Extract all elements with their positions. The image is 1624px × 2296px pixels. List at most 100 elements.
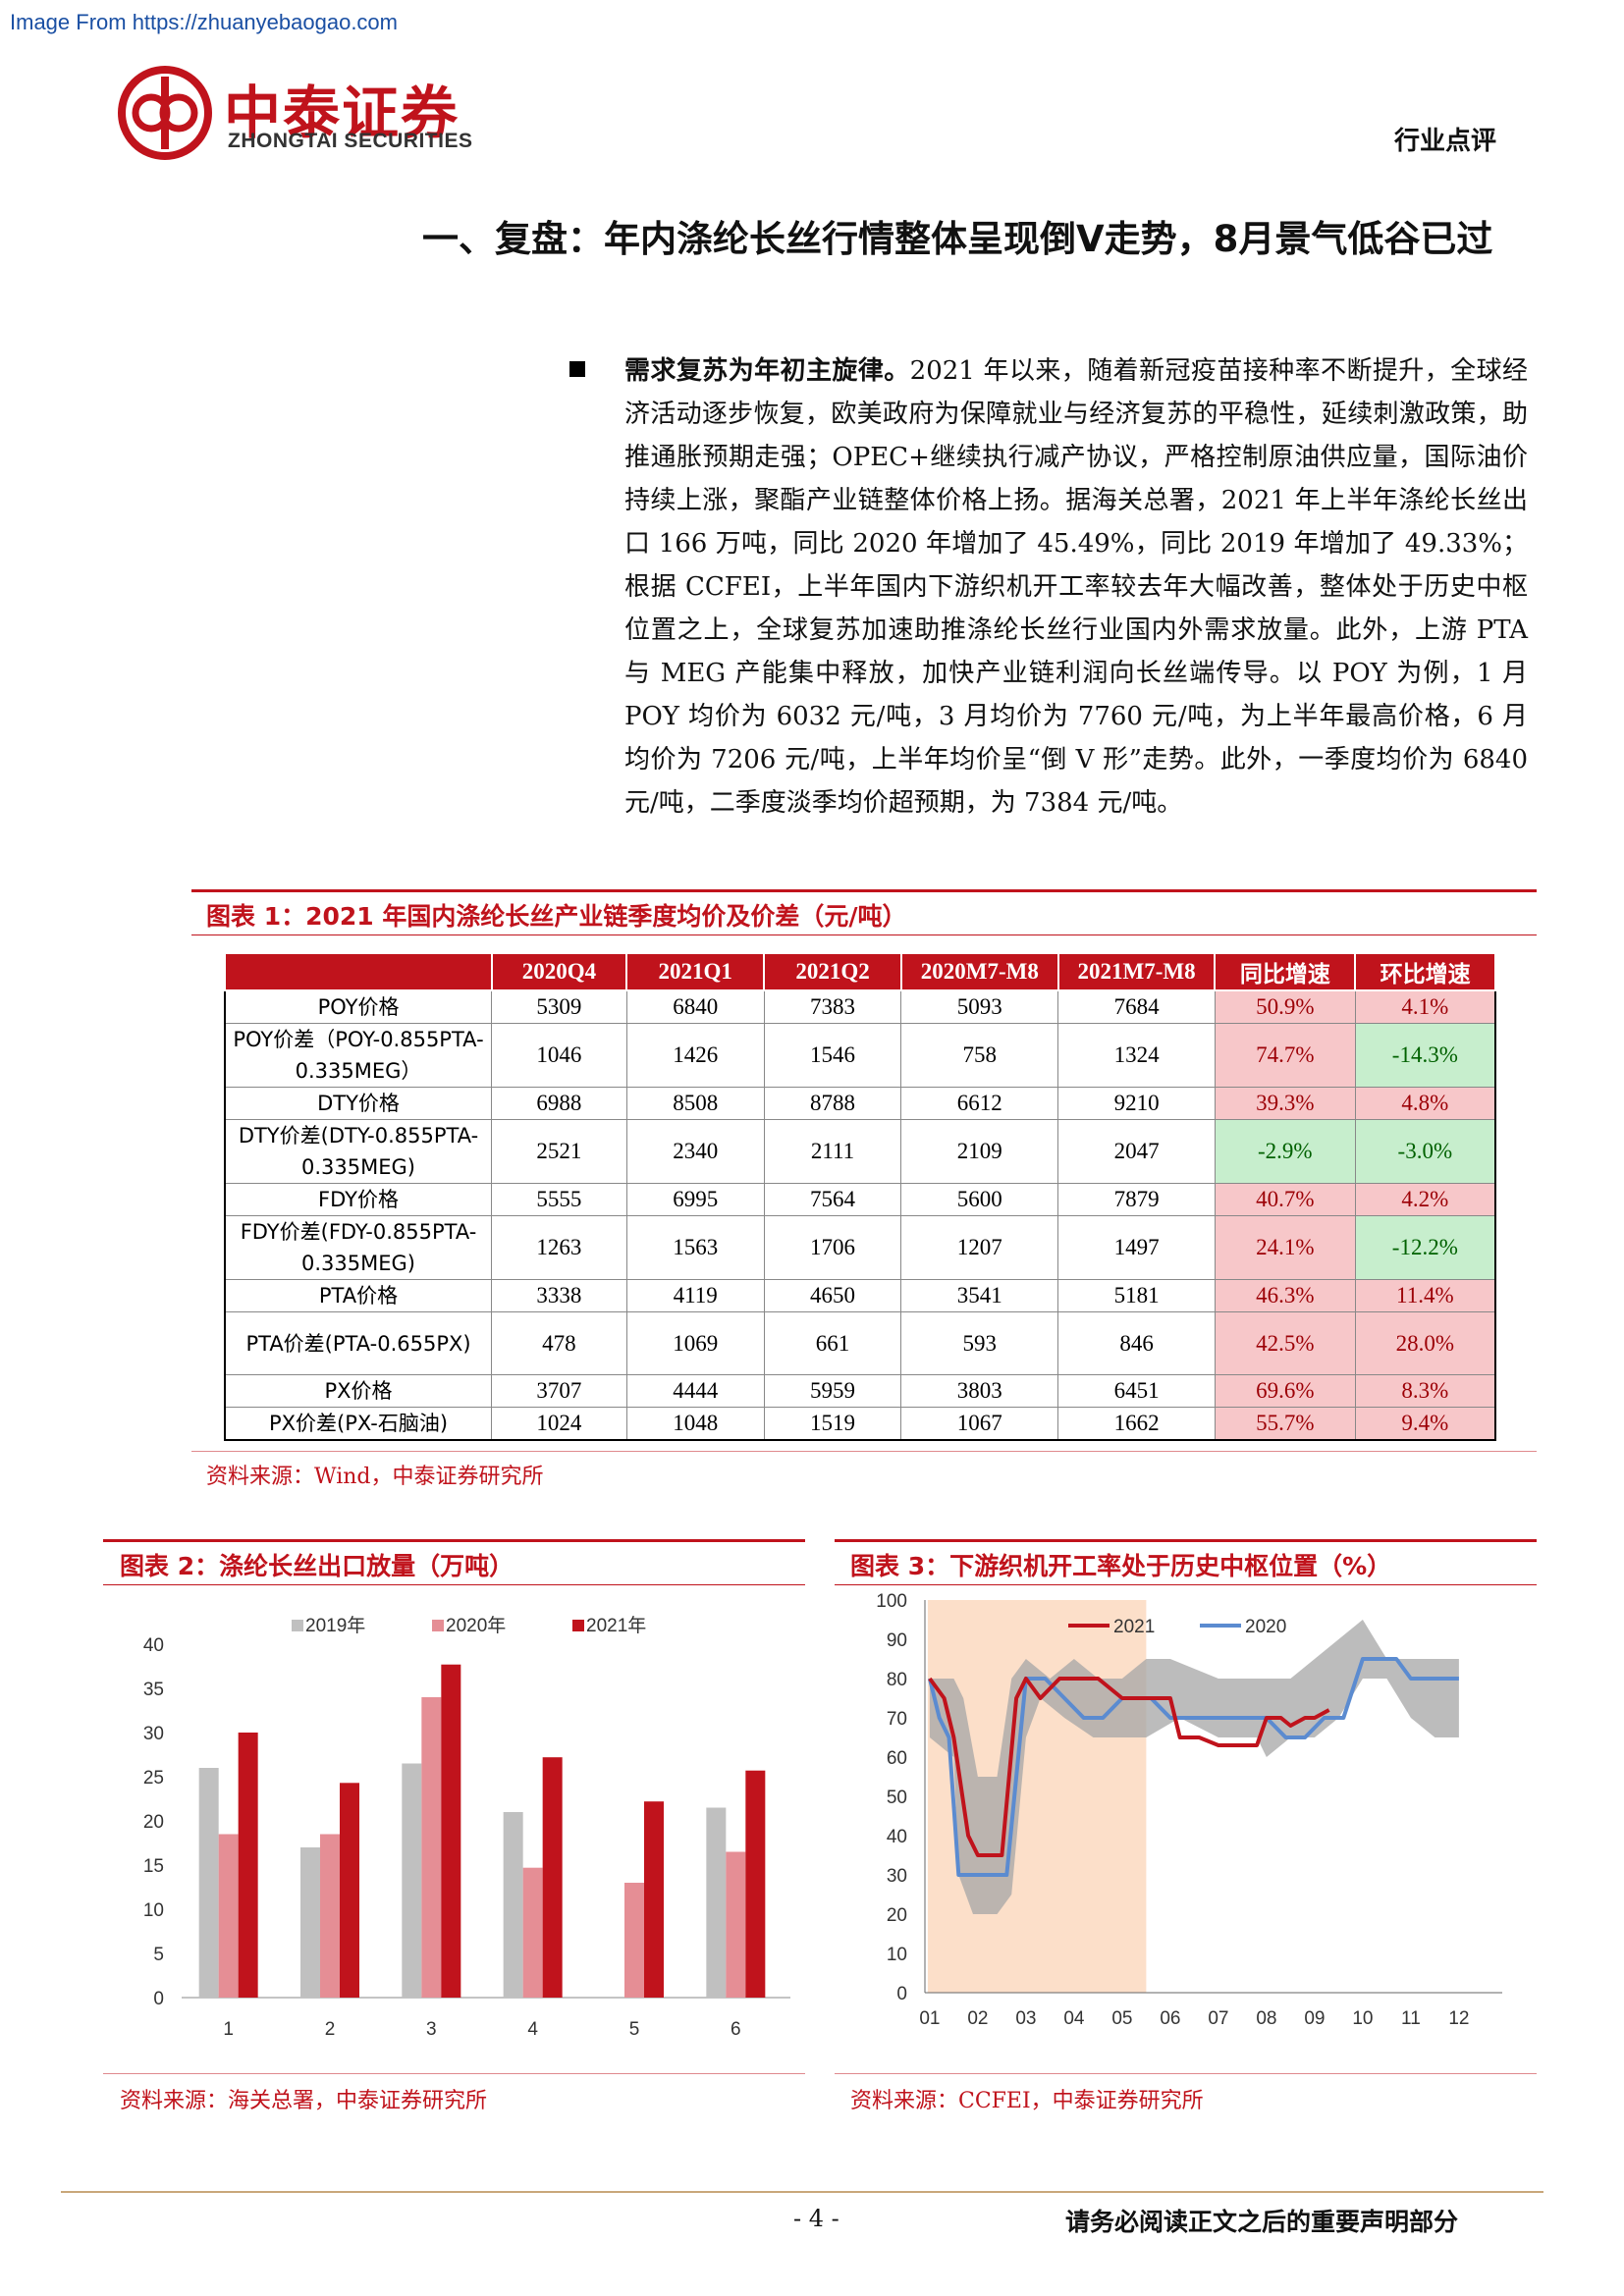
legend-swatch — [432, 1620, 444, 1631]
series-line-2020 — [927, 1657, 1459, 1877]
table-cell: 1048 — [625, 1407, 765, 1441]
x-tick-label: 2 — [325, 2019, 336, 2040]
table-cell: 1706 — [763, 1215, 902, 1280]
x-tick-label: 5 — [629, 2019, 640, 2040]
table-cell: 661 — [763, 1311, 902, 1375]
figure1-title-rule — [191, 934, 1537, 935]
bar-2020年 — [624, 1883, 644, 1998]
table-cell: 593 — [900, 1311, 1059, 1375]
table-cell: 50.9% — [1214, 989, 1356, 1024]
figure1-title: 图表 1：2021 年国内涤纶长丝产业链季度均价及价差（元/吨） — [206, 902, 907, 931]
table-cell: 7564 — [763, 1183, 902, 1216]
legend-swatch — [292, 1620, 303, 1631]
table-cell: 1662 — [1057, 1407, 1216, 1441]
table-cell: 1067 — [900, 1407, 1059, 1441]
figure1-top-rule — [191, 889, 1537, 892]
series-line-2021 — [928, 1677, 1330, 1857]
table-cell: 1024 — [491, 1407, 627, 1441]
table-cell: 3803 — [900, 1374, 1059, 1408]
bar-2019年 — [300, 1847, 320, 1998]
table-cell: 39.3% — [1214, 1087, 1356, 1120]
disclaimer-text: 请务必阅读正文之后的重要声明部分 — [1065, 2208, 1459, 2236]
y-tick-label: 60 — [887, 1748, 907, 1769]
figure1-source-rule — [191, 1451, 1537, 1452]
table-cell: -14.3% — [1354, 1023, 1496, 1088]
table-cell: 758 — [900, 1023, 1059, 1088]
y-tick-label: 50 — [887, 1788, 907, 1808]
table-cell: 8.3% — [1354, 1374, 1496, 1408]
x-tick-label: 12 — [1448, 2008, 1469, 2029]
paragraph-body: 2021 年以来，随着新冠疫苗接种率不断提升，全球经济活动逐步恢复，欧美政府为保… — [624, 356, 1528, 818]
table-cell: 6988 — [491, 1087, 627, 1120]
table-cell: 1546 — [763, 1023, 902, 1088]
figure2-source: 资料来源：海关总署，中泰证券研究所 — [120, 2089, 488, 2113]
y-tick-label: 10 — [887, 1945, 907, 1965]
y-tick-label: 0 — [896, 1984, 907, 2004]
table-row: DTY价格 6988 8508 8788 6612 9210 39.3% 4.8% — [224, 1087, 1496, 1120]
table-cell: FDY价差(FDY-0.855PTA-0.335MEG) — [224, 1215, 493, 1280]
table-cell: PX价格 — [224, 1374, 493, 1408]
table-row: PX价差(PX-石脑油) 1024 1048 1519 1067 1662 55.7% 9.4… — [224, 1407, 1496, 1441]
table-cell: 3338 — [491, 1279, 627, 1312]
table-cell: POY价格 — [224, 989, 493, 1024]
bar-2020年 — [726, 1851, 746, 1998]
table-cell: 5093 — [900, 989, 1059, 1024]
figure2-title: 图表 2：涤纶长丝出口放量（万吨） — [120, 1552, 514, 1580]
table-cell: 11.4% — [1354, 1279, 1496, 1312]
table-cell: DTY价差(DTY-0.855PTA-0.335MEG) — [224, 1119, 493, 1184]
figure2-top-rule — [103, 1539, 805, 1542]
legend-label: 2021 — [1113, 1617, 1155, 1637]
x-tick-label: 6 — [731, 2019, 741, 2040]
table-cell: 3541 — [900, 1279, 1059, 1312]
figure3-source: 资料来源：CCFEI，中泰证券研究所 — [850, 2089, 1204, 2113]
bar-2019年 — [402, 1763, 422, 1998]
table-cell: 24.1% — [1214, 1215, 1356, 1280]
table-cell: 74.7% — [1214, 1023, 1356, 1088]
body-paragraph: 需求复苏为年初主旋律。2021 年以来，随着新冠疫苗接种率不断提升，全球经济活动… — [624, 349, 1528, 825]
header-cell: 2020Q4 — [490, 952, 628, 991]
legend-label: 2020 — [1245, 1617, 1286, 1637]
header-cell: 同比增速 — [1214, 952, 1357, 991]
y-tick-label: 5 — [153, 1945, 164, 1965]
x-tick-label: 09 — [1304, 2008, 1325, 2029]
header-cell: 2021Q1 — [625, 952, 766, 991]
figure3-top-rule — [835, 1539, 1537, 1542]
header-cell: 2020M7-M8 — [899, 952, 1059, 991]
table-cell: -2.9% — [1214, 1119, 1356, 1184]
table-row: FDY价格 5555 6995 7564 5600 7879 40.7% 4.2% — [224, 1183, 1496, 1216]
table-cell: 2340 — [625, 1119, 765, 1184]
y-tick-label: 40 — [143, 1635, 164, 1656]
y-tick-label: 30 — [887, 1866, 907, 1887]
table-cell: DTY价格 — [224, 1087, 493, 1120]
table-cell: 1046 — [491, 1023, 627, 1088]
table-row: PX价格 3707 4444 5959 3803 6451 69.6% 8.3% — [224, 1374, 1496, 1408]
table-cell: 4650 — [763, 1279, 902, 1312]
price-spread-table: 2020Q4 2021Q1 2021Q2 2020M7-M8 2021M7-M8… — [224, 952, 1496, 1441]
table-cell: 4119 — [625, 1279, 765, 1312]
table-cell: 6612 — [900, 1087, 1059, 1120]
table-cell: 55.7% — [1214, 1407, 1356, 1441]
bullet-square-icon — [569, 361, 585, 377]
table-cell: 5181 — [1057, 1279, 1216, 1312]
table-row: FDY价差(FDY-0.855PTA-0.335MEG) 1263 1563 1706… — [224, 1215, 1496, 1280]
table-cell: 846 — [1057, 1311, 1216, 1375]
paragraph-lead: 需求复苏为年初主旋律。 — [624, 356, 910, 386]
x-tick-label: 01 — [919, 2008, 940, 2029]
table-cell: 5959 — [763, 1374, 902, 1408]
table-cell: 40.7% — [1214, 1183, 1356, 1216]
table-cell: 6840 — [625, 989, 765, 1024]
x-tick-label: 1 — [223, 2019, 234, 2040]
bar-2021年 — [441, 1664, 461, 1998]
table-cell: 7684 — [1057, 989, 1216, 1024]
y-tick-label: 30 — [143, 1724, 164, 1744]
table-cell: 46.3% — [1214, 1279, 1356, 1312]
header-cell: 环比增速 — [1354, 952, 1496, 991]
table-cell: 478 — [491, 1311, 627, 1375]
table-cell: 1069 — [625, 1311, 765, 1375]
brand-name-en: ZHONGTAI SECURITIES — [228, 130, 473, 152]
x-tick-label: 4 — [527, 2019, 538, 2040]
y-tick-label: 80 — [887, 1670, 907, 1690]
y-tick-label: 20 — [887, 1905, 907, 1926]
header-cell — [224, 952, 493, 991]
bar-2021年 — [238, 1733, 258, 1998]
